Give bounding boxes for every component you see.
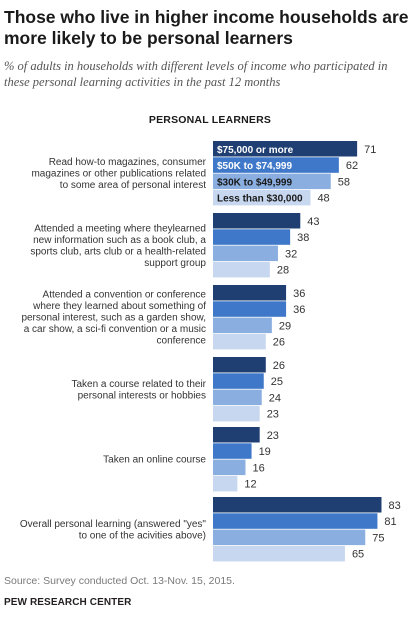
bar [213, 427, 260, 443]
data-label: 16 [252, 462, 264, 474]
data-label: 19 [259, 446, 271, 458]
data-label: 75 [372, 532, 384, 544]
credit: PEW RESEARCH CENTER [4, 597, 132, 608]
data-label: 28 [277, 265, 289, 277]
data-label: 29 [279, 320, 291, 332]
bar [213, 173, 331, 190]
category-label: Attended a meeting where theylearned new … [30, 223, 206, 269]
data-label: 43 [307, 216, 319, 228]
data-label: 25 [271, 376, 283, 388]
legend-label: Less than $30,000 [217, 194, 303, 205]
data-label: 23 [267, 430, 279, 442]
bar [213, 333, 266, 350]
data-label: 65 [352, 549, 364, 561]
data-label: 81 [384, 516, 396, 528]
bar [213, 545, 345, 562]
section-title: PERSONAL LEARNERS [148, 114, 272, 126]
bar [213, 245, 278, 262]
bar [213, 357, 266, 373]
data-label: 36 [293, 288, 305, 300]
bar [213, 157, 339, 173]
bar [213, 261, 270, 278]
chart-subtitle: % of adults in households with different… [4, 59, 388, 89]
data-label: 24 [269, 392, 281, 404]
source-note: Source: Survey conducted Oct. 13-Nov. 15… [4, 575, 235, 587]
data-label: 83 [388, 500, 400, 512]
bar [213, 189, 311, 206]
bar [213, 513, 378, 529]
bar [213, 405, 260, 422]
bar [213, 213, 301, 229]
legend-label: $50K to $74,999 [217, 161, 292, 172]
data-label: 48 [317, 193, 329, 205]
bar [213, 389, 262, 406]
bar [213, 141, 358, 157]
bar [213, 529, 366, 546]
bar [213, 459, 246, 476]
data-label: 12 [244, 479, 256, 491]
data-label: 36 [293, 304, 305, 316]
category-label: Taken a course related to their personal … [71, 379, 206, 402]
bar [213, 475, 238, 492]
category-label: Overall personal learning (answered "yes… [20, 519, 207, 542]
data-label: 26 [273, 360, 285, 372]
category-label: Taken an online course [103, 455, 206, 466]
data-label: 58 [338, 176, 350, 188]
legend-label: $30K to $49,999 [217, 177, 292, 188]
bar [213, 301, 287, 317]
bar [213, 443, 252, 459]
bar [213, 317, 272, 334]
legend-label: $75,000 or more [217, 145, 294, 156]
chart-title: Those who live in higher income househol… [4, 7, 409, 48]
bar [213, 229, 291, 245]
data-label: 32 [285, 248, 297, 260]
data-label: 26 [273, 337, 285, 349]
bar [213, 373, 264, 389]
bar [213, 497, 382, 513]
data-label: 71 [364, 144, 376, 156]
bar [213, 285, 287, 301]
category-label: Read how-to magazines, consumer magazines… [31, 157, 206, 191]
data-label: 23 [267, 409, 279, 421]
category-label: Attended a convention or conference where… [21, 290, 206, 347]
data-label: 62 [346, 160, 358, 172]
data-label: 38 [297, 232, 309, 244]
